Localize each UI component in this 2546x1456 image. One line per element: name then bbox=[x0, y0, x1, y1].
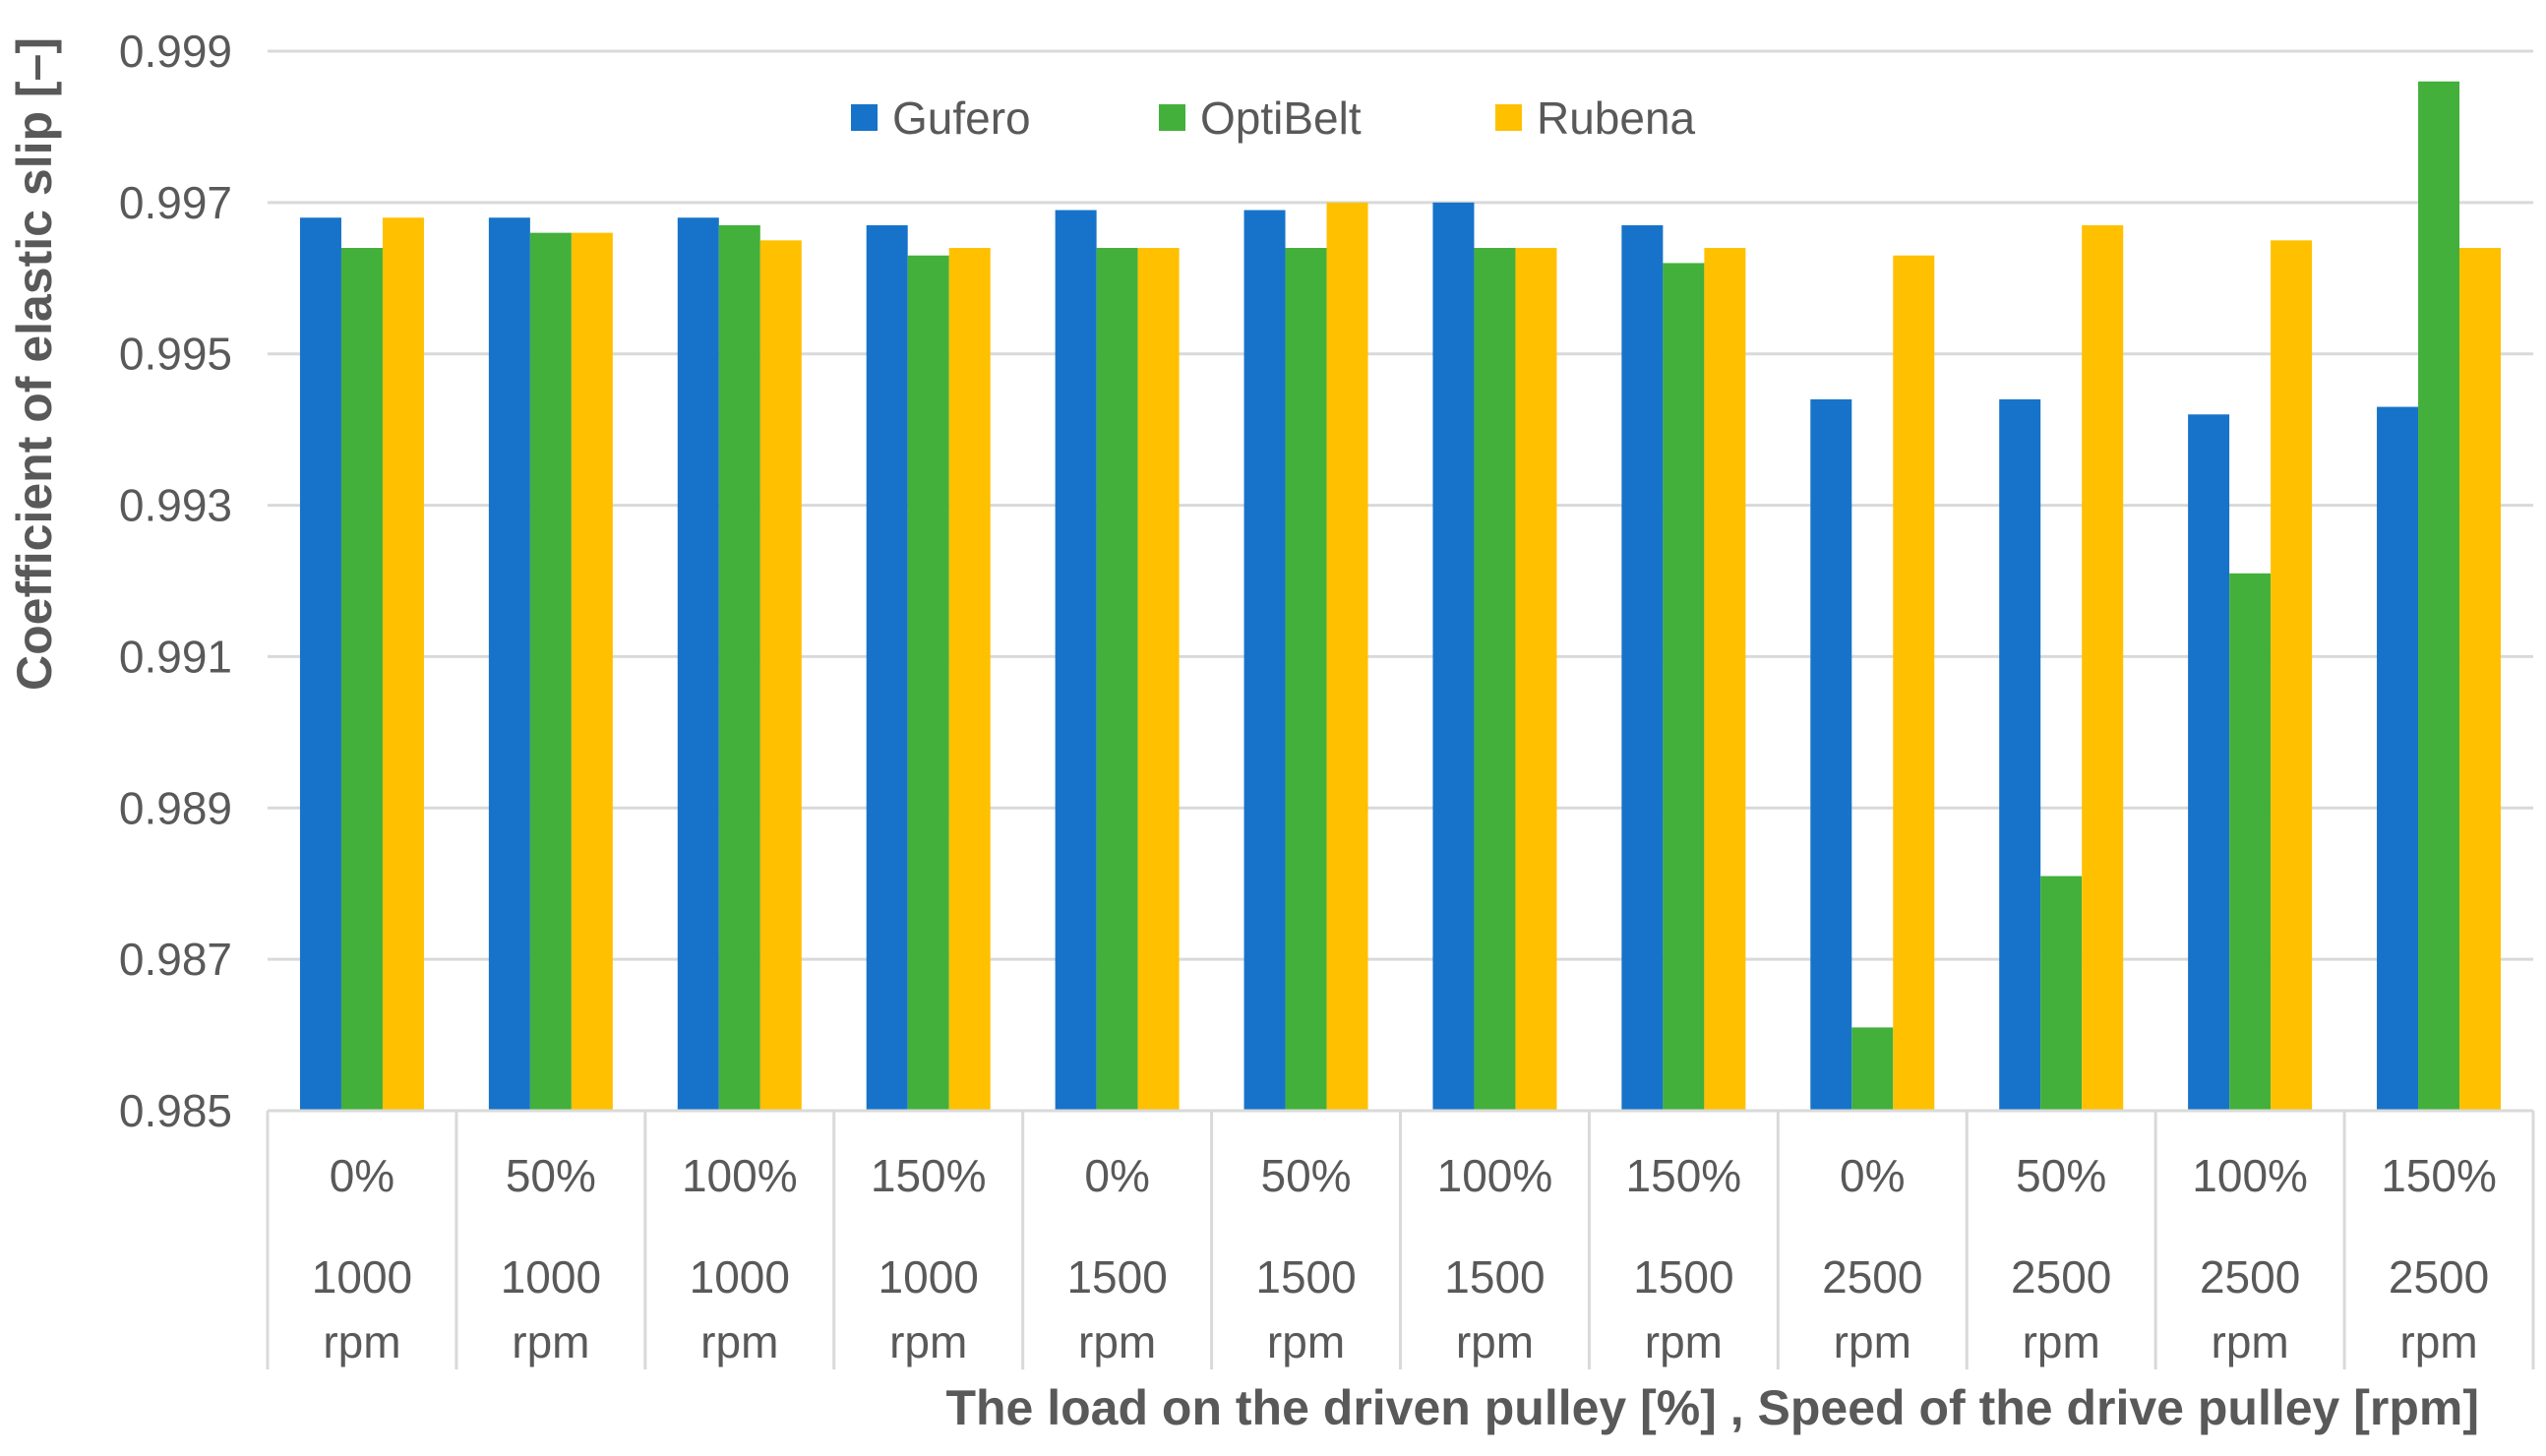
x-category-speed-label: 1000 bbox=[879, 1251, 979, 1303]
legend-swatch-gufero bbox=[851, 104, 878, 131]
legend-label-optibelt: OptiBelt bbox=[1200, 92, 1362, 144]
bar-rubena bbox=[1515, 248, 1557, 1111]
bar-gufero bbox=[1810, 398, 1852, 1111]
x-category-load-label: 0% bbox=[330, 1150, 394, 1201]
x-category-speed-label: 1000 bbox=[312, 1251, 412, 1303]
x-category-speed-label: 1000 bbox=[501, 1251, 601, 1303]
x-category-speed-label: 1000 bbox=[690, 1251, 790, 1303]
bar-optibelt bbox=[1663, 263, 1705, 1111]
x-category-speed-label: 1500 bbox=[1255, 1251, 1356, 1303]
y-tick-label: 0.985 bbox=[119, 1085, 232, 1136]
x-category-unit-label: rpm bbox=[700, 1316, 778, 1367]
bar-optibelt bbox=[907, 255, 949, 1111]
bar-rubena bbox=[1137, 248, 1180, 1111]
bar-rubena bbox=[1326, 202, 1368, 1111]
x-category-load-label: 150% bbox=[871, 1150, 987, 1201]
x-category-speed-label: 2500 bbox=[2200, 1251, 2300, 1303]
bar-optibelt bbox=[2040, 876, 2083, 1111]
y-tick-label: 0.999 bbox=[119, 26, 232, 77]
bar-rubena bbox=[2459, 248, 2502, 1111]
bar-gufero bbox=[488, 217, 530, 1111]
x-category-unit-label: rpm bbox=[889, 1316, 967, 1367]
bar-gufero bbox=[2188, 414, 2230, 1111]
gridlines bbox=[268, 49, 2533, 1113]
x-category-unit-label: rpm bbox=[1456, 1316, 1534, 1367]
x-axis-title: The load on the driven pulley [%] , Spee… bbox=[945, 1380, 2479, 1435]
bar-optibelt bbox=[1096, 248, 1138, 1111]
y-tick-label: 0.991 bbox=[119, 631, 232, 682]
bar-rubena bbox=[948, 248, 991, 1111]
bar-gufero bbox=[299, 217, 341, 1111]
x-category-unit-label: rpm bbox=[1078, 1316, 1156, 1367]
legend-label-gufero: Gufero bbox=[892, 92, 1031, 144]
bar-optibelt bbox=[2229, 573, 2272, 1111]
x-category-unit-label: rpm bbox=[2023, 1316, 2100, 1367]
x-category-load-label: 150% bbox=[1626, 1150, 1742, 1201]
y-tick-label: 0.997 bbox=[119, 177, 232, 228]
bar-rubena bbox=[2082, 224, 2124, 1111]
x-category-speed-label: 2500 bbox=[2011, 1251, 2111, 1303]
x-category-unit-label: rpm bbox=[2399, 1316, 2477, 1367]
y-tick-label: 0.989 bbox=[119, 782, 232, 833]
bar-rubena bbox=[2271, 240, 2313, 1112]
x-category-speed-label: 2500 bbox=[1822, 1251, 1922, 1303]
bar-rubena bbox=[1704, 248, 1746, 1111]
legend-swatch-rubena bbox=[1495, 104, 1522, 131]
bar-optibelt bbox=[1851, 1027, 1894, 1111]
bar-optibelt bbox=[718, 224, 760, 1111]
bar-gufero bbox=[2377, 406, 2419, 1111]
y-tick-label: 0.993 bbox=[119, 480, 232, 531]
x-category-unit-label: rpm bbox=[1834, 1316, 1911, 1367]
bars bbox=[299, 81, 2502, 1112]
x-category-speed-label: 2500 bbox=[2389, 1251, 2489, 1303]
axes: 0.985 0.987 0.989 0.991 0.993 0.995 0.997 0.999… bbox=[119, 26, 2535, 1369]
bar-gufero bbox=[1432, 202, 1475, 1111]
bar-optibelt bbox=[529, 232, 572, 1112]
bar-rubena bbox=[759, 240, 802, 1112]
x-category-load-label: 0% bbox=[1084, 1150, 1149, 1201]
bar-gufero bbox=[1999, 398, 2041, 1111]
x-category-unit-label: rpm bbox=[323, 1316, 400, 1367]
x-category-load-label: 100% bbox=[2192, 1150, 2308, 1201]
bar-gufero bbox=[1055, 210, 1097, 1112]
bar-optibelt bbox=[1285, 248, 1327, 1111]
x-category-unit-label: rpm bbox=[2212, 1316, 2289, 1367]
x-category-speed-label: 1500 bbox=[1066, 1251, 1167, 1303]
bar-optibelt bbox=[2418, 81, 2460, 1111]
x-category-speed-label: 1500 bbox=[1633, 1251, 1733, 1303]
x-category-unit-label: rpm bbox=[1645, 1316, 1723, 1367]
x-category-load-label: 50% bbox=[506, 1150, 596, 1201]
x-category-unit-label: rpm bbox=[512, 1316, 589, 1367]
bar-gufero bbox=[1243, 210, 1286, 1112]
bar-optibelt bbox=[340, 248, 383, 1111]
y-tick-label: 0.987 bbox=[119, 934, 232, 985]
y-tick-label: 0.995 bbox=[119, 329, 232, 380]
x-category-load-label: 50% bbox=[2016, 1150, 2106, 1201]
x-category-unit-label: rpm bbox=[1267, 1316, 1345, 1367]
x-category-speed-label: 1500 bbox=[1444, 1251, 1545, 1303]
bar-gufero bbox=[677, 217, 719, 1111]
x-category-load-label: 100% bbox=[682, 1150, 798, 1201]
bar-rubena bbox=[382, 217, 424, 1111]
bar-gufero bbox=[866, 224, 908, 1111]
legend: Gufero OptiBelt Rubena bbox=[851, 92, 1696, 144]
x-category-load-label: 150% bbox=[2381, 1150, 2497, 1201]
x-category-load-label: 100% bbox=[1437, 1150, 1553, 1201]
bar-optibelt bbox=[1474, 248, 1516, 1111]
y-axis-title: Coefficient of elastic slip [–] bbox=[7, 37, 62, 691]
bar-gufero bbox=[1621, 224, 1664, 1111]
bar-rubena bbox=[571, 232, 613, 1112]
x-category-load-label: 0% bbox=[1840, 1150, 1905, 1201]
legend-swatch-optibelt bbox=[1159, 104, 1185, 131]
legend-label-rubena: Rubena bbox=[1537, 92, 1696, 144]
bar-rubena bbox=[1893, 255, 1935, 1111]
x-category-load-label: 50% bbox=[1261, 1150, 1352, 1201]
